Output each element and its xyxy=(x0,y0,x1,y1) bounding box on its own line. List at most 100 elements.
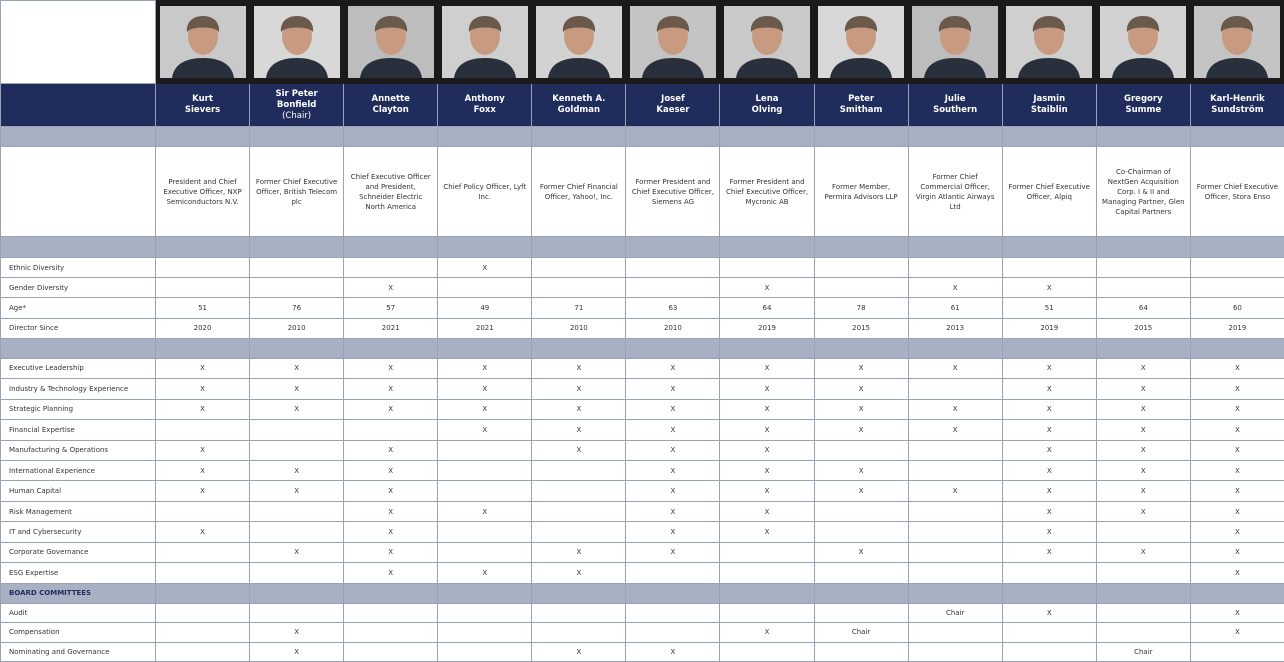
divider-cell xyxy=(814,237,908,258)
cell xyxy=(438,623,532,643)
cell: X xyxy=(532,420,626,440)
cell xyxy=(250,258,344,278)
cell: 2021 xyxy=(438,318,532,338)
name-line: Goldman xyxy=(532,105,625,116)
photo-cell xyxy=(438,1,532,84)
portrait xyxy=(348,6,434,78)
cell: X xyxy=(1096,440,1190,460)
cell xyxy=(908,542,1002,562)
divider-cell xyxy=(156,338,250,358)
portrait xyxy=(536,6,622,78)
row-label: Industry & Technology Experience xyxy=(1,379,156,399)
cell: X xyxy=(814,420,908,440)
divider-cell xyxy=(1002,237,1096,258)
board-matrix: KurtSieversSir PeterBonfield(Chair)Annet… xyxy=(0,0,1284,662)
divider-cell xyxy=(626,338,720,358)
portrait xyxy=(1006,6,1092,78)
cell xyxy=(1002,258,1096,278)
divider-cell xyxy=(1096,127,1190,147)
photo-cell xyxy=(156,1,250,84)
cell: X xyxy=(626,522,720,542)
cell: X xyxy=(344,501,438,521)
cell xyxy=(156,642,250,662)
director-title: Former President and Chief Executive Off… xyxy=(720,147,814,237)
cell: X xyxy=(814,379,908,399)
section-heading: BOARD COMMITTEES xyxy=(1,583,156,603)
portrait xyxy=(160,6,246,78)
name-line: Sievers xyxy=(156,105,249,116)
divider-cell xyxy=(626,237,720,258)
cell xyxy=(814,522,908,542)
cell: X xyxy=(156,379,250,399)
row-label: International Experience xyxy=(1,460,156,480)
cell: 57 xyxy=(344,298,438,318)
cell xyxy=(908,522,1002,542)
cell: X xyxy=(438,379,532,399)
cell: X xyxy=(1096,481,1190,501)
divider-cell xyxy=(908,583,1002,603)
photo-cell xyxy=(1190,1,1284,84)
cell xyxy=(814,258,908,278)
cell: X xyxy=(344,460,438,480)
name-line: Bonfield xyxy=(250,100,343,111)
cell: X xyxy=(1096,399,1190,419)
name-line: Olving xyxy=(720,105,813,116)
cell: X xyxy=(908,278,1002,298)
director-title: Former Member, Permira Advisors LLP xyxy=(814,147,908,237)
divider-cell xyxy=(720,127,814,147)
cell: X xyxy=(1002,481,1096,501)
director-title: Former Chief Executive Officer, Alpiq xyxy=(1002,147,1096,237)
cell: X xyxy=(438,501,532,521)
cell xyxy=(438,542,532,562)
cell xyxy=(626,563,720,583)
blank-cell xyxy=(1,84,156,127)
cell: X xyxy=(814,358,908,378)
divider-cell xyxy=(532,338,626,358)
cell: X xyxy=(626,379,720,399)
cell xyxy=(344,258,438,278)
cell: X xyxy=(1096,358,1190,378)
cell xyxy=(532,501,626,521)
cell: X xyxy=(344,542,438,562)
cell: X xyxy=(250,542,344,562)
portrait xyxy=(630,6,716,78)
row-label: Ethnic Diversity xyxy=(1,258,156,278)
cell xyxy=(532,481,626,501)
cell xyxy=(814,440,908,460)
cell: Chair xyxy=(908,603,1002,623)
divider-cell xyxy=(1096,338,1190,358)
divider-cell xyxy=(1,127,156,147)
cell: X xyxy=(1190,460,1284,480)
cell: X xyxy=(250,460,344,480)
director-title: Chief Policy Officer, Lyft Inc. xyxy=(438,147,532,237)
divider-cell xyxy=(1096,583,1190,603)
divider-cell xyxy=(1002,338,1096,358)
cell: 2010 xyxy=(250,318,344,338)
name-line: Gregory xyxy=(1097,94,1190,105)
cell: X xyxy=(532,379,626,399)
divider-cell xyxy=(908,237,1002,258)
divider-cell xyxy=(720,237,814,258)
divider-cell xyxy=(814,338,908,358)
cell: 71 xyxy=(532,298,626,318)
cell: 2015 xyxy=(1096,318,1190,338)
cell xyxy=(156,258,250,278)
row-label: Director Since xyxy=(1,318,156,338)
cell xyxy=(156,623,250,643)
cell: X xyxy=(438,563,532,583)
cell: X xyxy=(1002,379,1096,399)
cell xyxy=(626,603,720,623)
cell xyxy=(626,258,720,278)
cell: X xyxy=(344,379,438,399)
director-title: President and Chief Executive Officer, N… xyxy=(156,147,250,237)
